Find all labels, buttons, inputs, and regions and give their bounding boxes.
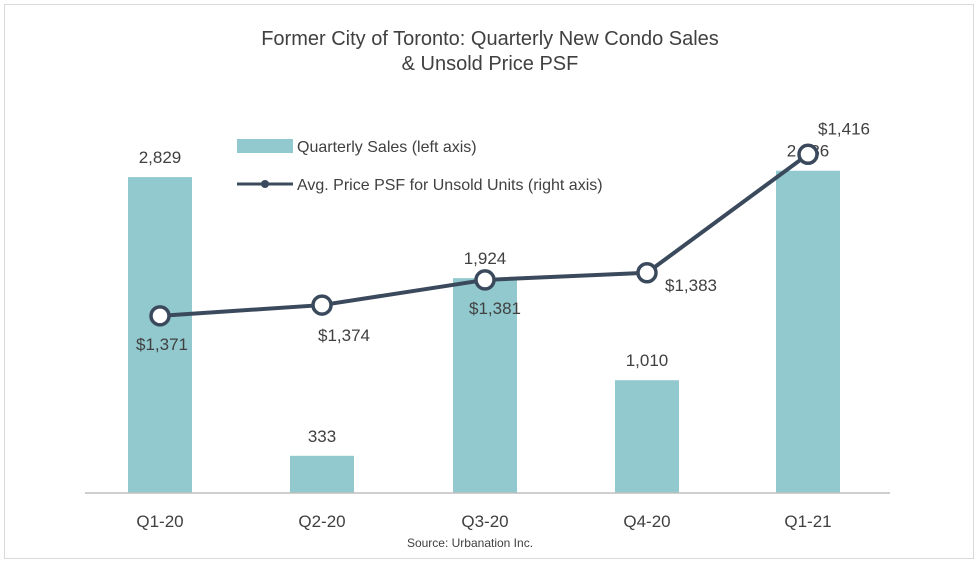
x-tick-Q4-20: Q4-20 <box>623 512 670 531</box>
x-axis-ticks: Q1-20 Q2-20 Q3-20 Q4-20 Q1-21 <box>136 512 831 531</box>
price-marker-Q1-20 <box>149 305 171 327</box>
legend-bar-label: Quarterly Sales (left axis) <box>297 139 477 156</box>
legend-line-label: Avg. Price PSF for Unsold Units (right a… <box>297 177 603 194</box>
line-series: $1,371 $1,374 $1,381 $1,383 $1,416 <box>136 119 870 354</box>
chart-svg: Former City of Toronto: Quarterly New Co… <box>85 28 890 550</box>
bar-Q3-20 <box>453 278 517 493</box>
bar-Q1-21 <box>776 170 840 494</box>
price-marker-Q3-20 <box>474 269 496 291</box>
chart-frame: Former City of Toronto: Quarterly New Co… <box>4 4 974 559</box>
legend-line-marker <box>261 180 269 188</box>
price-marker-Q1-21 <box>797 143 819 166</box>
price-marker-Q4-20 <box>636 262 658 284</box>
x-tick-Q1-20: Q1-20 <box>136 512 183 531</box>
bar-Q2-20 <box>290 455 354 493</box>
price-label-Q4-20: $1,383 <box>665 276 717 295</box>
bar-label-Q2-20: 333 <box>308 427 336 446</box>
bar-label-Q3-20: 1,924 <box>464 249 507 268</box>
x-tick-Q1-21: Q1-21 <box>784 512 831 531</box>
price-label-Q1-21: $1,416 <box>818 119 870 138</box>
x-tick-Q3-20: Q3-20 <box>461 512 508 531</box>
price-marker-Q2-20 <box>311 294 333 316</box>
legend-bar-swatch <box>237 139 293 153</box>
bar-label-Q1-20: 2,829 <box>139 148 182 167</box>
chart-title-line1: Former City of Toronto: Quarterly New Co… <box>261 28 719 50</box>
bar-label-Q4-20: 1,010 <box>626 351 669 370</box>
legend: Quarterly Sales (left axis) Avg. Price P… <box>237 139 603 194</box>
price-label-Q1-20: $1,371 <box>136 335 188 354</box>
price-label-Q2-20: $1,374 <box>318 326 370 345</box>
chart-title-line2: & Unsold Price PSF <box>402 53 579 75</box>
price-label-Q3-20: $1,381 <box>469 299 521 318</box>
bar-Q4-20 <box>615 380 679 493</box>
source-note: Source: Urbanation Inc. <box>407 536 533 550</box>
bar-Q1-20 <box>128 177 192 493</box>
x-tick-Q2-20: Q2-20 <box>298 512 345 531</box>
